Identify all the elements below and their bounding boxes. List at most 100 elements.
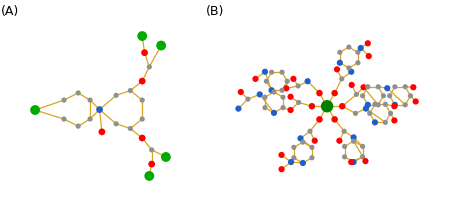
Point bbox=[112, 93, 120, 97]
Point bbox=[157, 44, 165, 47]
Point bbox=[31, 108, 39, 112]
Point bbox=[138, 117, 146, 121]
Point bbox=[60, 117, 68, 121]
Point bbox=[336, 61, 344, 65]
Point bbox=[316, 91, 323, 95]
Point bbox=[374, 85, 382, 89]
Point bbox=[98, 130, 106, 134]
Point bbox=[287, 108, 294, 112]
Point bbox=[338, 105, 346, 108]
Point bbox=[359, 145, 366, 148]
Point bbox=[268, 88, 275, 92]
Point bbox=[348, 83, 356, 87]
Point bbox=[362, 159, 369, 163]
Point bbox=[306, 130, 314, 133]
Point bbox=[353, 93, 360, 96]
Point bbox=[237, 90, 245, 94]
Point bbox=[391, 105, 398, 108]
Point bbox=[340, 130, 348, 133]
Point bbox=[235, 107, 242, 110]
Point bbox=[308, 156, 316, 160]
Point bbox=[336, 139, 343, 143]
Point bbox=[270, 111, 278, 115]
Point bbox=[323, 105, 331, 108]
Point bbox=[380, 94, 387, 97]
Point bbox=[283, 87, 290, 90]
Point bbox=[112, 122, 120, 126]
Point bbox=[359, 94, 366, 97]
Point bbox=[294, 84, 302, 88]
Point bbox=[127, 89, 134, 92]
Point bbox=[270, 90, 278, 94]
Point bbox=[352, 112, 359, 115]
Point bbox=[261, 106, 269, 109]
Point bbox=[74, 91, 82, 95]
Point bbox=[359, 155, 366, 159]
Point bbox=[279, 95, 287, 99]
Point bbox=[316, 118, 323, 121]
Point bbox=[96, 108, 103, 111]
Point bbox=[364, 103, 372, 107]
Point bbox=[148, 162, 155, 166]
Point bbox=[374, 103, 382, 107]
Point bbox=[365, 54, 373, 58]
Point bbox=[278, 88, 286, 92]
Point bbox=[308, 105, 316, 108]
Point bbox=[295, 101, 302, 104]
Point bbox=[261, 95, 269, 99]
Point bbox=[148, 148, 155, 152]
Point bbox=[371, 121, 379, 124]
Point bbox=[383, 86, 391, 90]
Point bbox=[366, 112, 374, 115]
Point bbox=[391, 119, 398, 122]
Point bbox=[162, 155, 170, 159]
Point bbox=[278, 153, 285, 157]
Point bbox=[331, 118, 338, 121]
Point bbox=[138, 34, 146, 38]
Point bbox=[401, 103, 409, 107]
Point bbox=[345, 66, 353, 70]
Point bbox=[287, 160, 295, 164]
Point bbox=[127, 127, 134, 130]
Text: (B): (B) bbox=[206, 5, 225, 18]
Point bbox=[290, 146, 298, 149]
Point bbox=[333, 68, 341, 71]
Point bbox=[350, 136, 357, 139]
Point bbox=[382, 103, 389, 106]
Point bbox=[357, 46, 365, 50]
Point bbox=[341, 145, 348, 148]
Point bbox=[354, 51, 362, 54]
Point bbox=[410, 86, 417, 89]
Point bbox=[364, 85, 372, 89]
Point bbox=[371, 103, 379, 106]
Point bbox=[138, 79, 146, 83]
Point bbox=[338, 77, 346, 81]
Point bbox=[360, 86, 367, 89]
Point bbox=[141, 51, 148, 54]
Point bbox=[362, 107, 370, 110]
Point bbox=[347, 160, 355, 164]
Point bbox=[74, 124, 82, 128]
Point bbox=[252, 77, 259, 81]
Point bbox=[244, 97, 252, 101]
Point bbox=[86, 117, 94, 121]
Point bbox=[299, 161, 307, 165]
Point bbox=[138, 98, 146, 102]
Point bbox=[341, 155, 348, 159]
Point bbox=[283, 80, 291, 83]
Point bbox=[331, 91, 338, 95]
Point bbox=[386, 94, 393, 97]
Point bbox=[60, 98, 68, 102]
Point bbox=[278, 70, 286, 74]
Point bbox=[412, 100, 419, 103]
Point bbox=[311, 139, 319, 143]
Point bbox=[350, 139, 357, 143]
Point bbox=[391, 103, 399, 107]
Point bbox=[382, 121, 389, 124]
Point bbox=[407, 94, 414, 97]
Point bbox=[347, 70, 355, 74]
Point bbox=[391, 85, 399, 89]
Point bbox=[146, 65, 153, 69]
Point bbox=[278, 167, 285, 171]
Point bbox=[138, 136, 146, 140]
